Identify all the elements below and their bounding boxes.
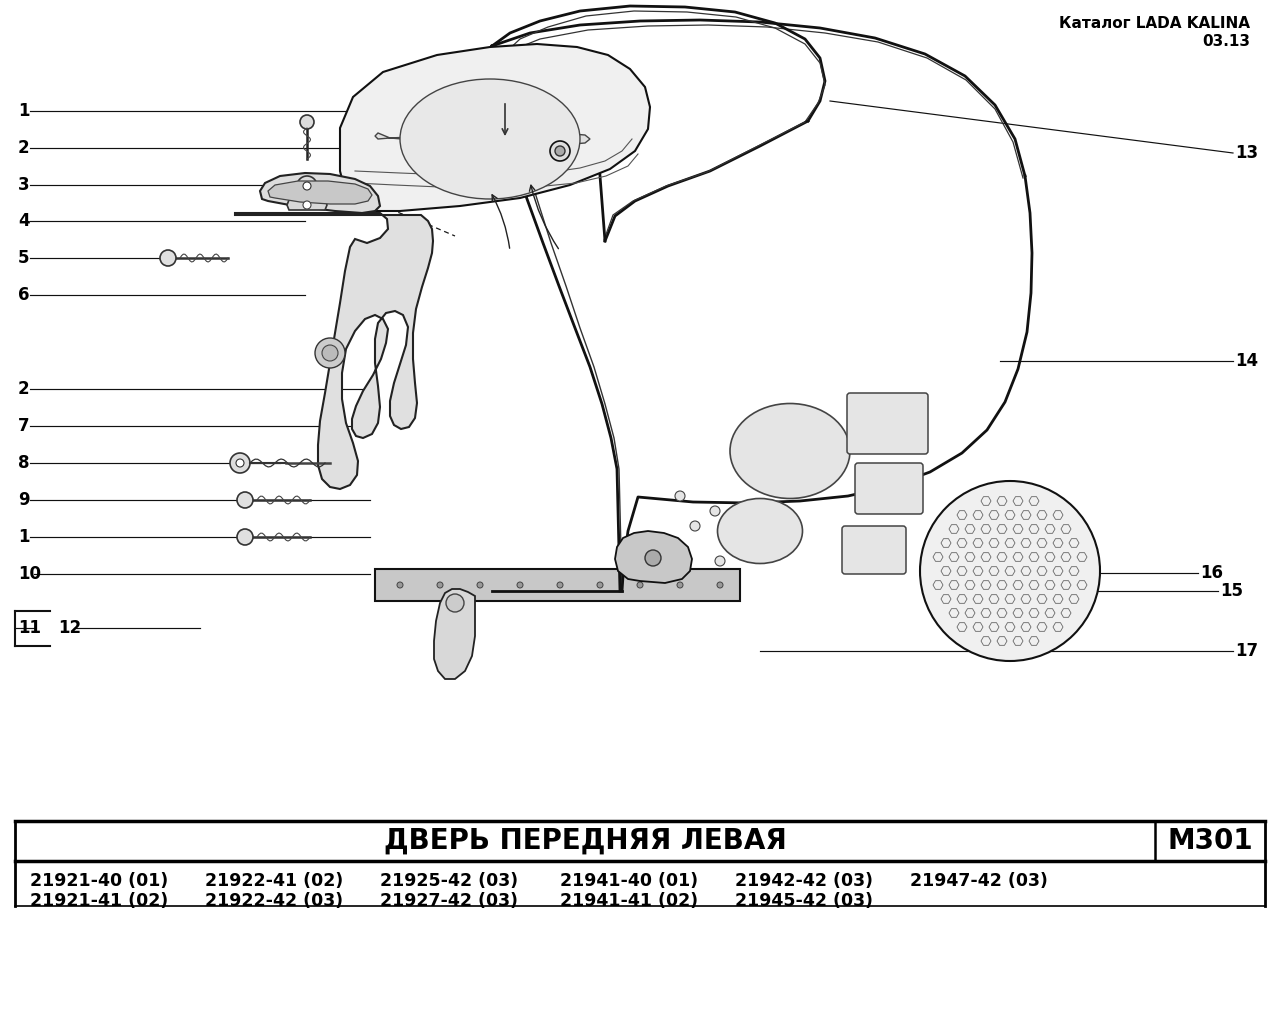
Text: 1: 1 [18,528,29,546]
Text: 21922-41 (02): 21922-41 (02) [205,872,343,890]
Circle shape [445,594,465,612]
Text: 6: 6 [18,286,29,304]
Text: 13: 13 [1235,144,1258,162]
Polygon shape [340,44,650,211]
Text: 2: 2 [18,139,29,157]
Circle shape [920,481,1100,661]
Text: 1: 1 [18,102,29,120]
Text: 2: 2 [18,380,29,398]
Text: 3: 3 [18,176,29,194]
Text: 03.13: 03.13 [1202,34,1251,49]
Circle shape [236,459,244,467]
Text: 21921-40 (01): 21921-40 (01) [29,872,168,890]
Polygon shape [287,200,326,210]
Circle shape [710,506,719,516]
Polygon shape [236,213,433,489]
Text: 16: 16 [1201,564,1222,582]
Text: 4: 4 [18,212,29,230]
Text: 21927-42 (03): 21927-42 (03) [380,892,518,910]
Circle shape [690,521,700,531]
Text: 21921-41 (02): 21921-41 (02) [29,892,168,910]
Text: 12: 12 [58,619,81,637]
Text: 21942-42 (03): 21942-42 (03) [735,872,873,890]
Circle shape [303,182,311,190]
Circle shape [645,550,660,566]
Text: 14: 14 [1235,352,1258,370]
Circle shape [717,582,723,588]
FancyBboxPatch shape [847,393,928,454]
Circle shape [300,115,314,129]
Text: 21947-42 (03): 21947-42 (03) [910,872,1048,890]
Circle shape [550,141,570,161]
Polygon shape [268,181,372,204]
Circle shape [436,582,443,588]
Text: 7: 7 [18,417,29,435]
Circle shape [557,582,563,588]
Circle shape [517,582,524,588]
Circle shape [230,453,250,473]
Circle shape [297,176,317,196]
Circle shape [237,529,253,545]
Text: 21941-41 (02): 21941-41 (02) [561,892,698,910]
Polygon shape [375,133,590,145]
Circle shape [556,146,564,156]
Ellipse shape [718,498,803,564]
Text: 21925-42 (03): 21925-42 (03) [380,872,518,890]
Circle shape [675,491,685,501]
FancyBboxPatch shape [855,463,923,514]
Text: 10: 10 [18,565,41,583]
Polygon shape [614,531,692,583]
Circle shape [677,582,684,588]
Circle shape [637,582,643,588]
Circle shape [477,582,483,588]
Circle shape [716,556,724,566]
Circle shape [237,492,253,508]
Circle shape [323,345,338,361]
Text: 11: 11 [18,619,41,637]
FancyBboxPatch shape [842,526,906,574]
Text: 8: 8 [18,454,29,472]
Polygon shape [422,128,556,154]
Circle shape [596,582,603,588]
Text: Каталог LADA KALINA: Каталог LADA KALINA [1059,16,1251,31]
FancyBboxPatch shape [375,569,740,601]
Circle shape [315,338,346,368]
Ellipse shape [399,79,580,199]
Text: 17: 17 [1235,642,1258,660]
Text: 5: 5 [18,249,29,268]
Circle shape [397,582,403,588]
Polygon shape [260,173,380,213]
Text: 21941-40 (01): 21941-40 (01) [561,872,698,890]
Text: 21945-42 (03): 21945-42 (03) [735,892,873,910]
Polygon shape [434,589,475,679]
Text: 15: 15 [1220,582,1243,600]
Circle shape [303,201,311,209]
Text: 21922-42 (03): 21922-42 (03) [205,892,343,910]
Text: ДВЕРЬ ПЕРЕДНЯЯ ЛЕВАЯ: ДВЕРЬ ПЕРЕДНЯЯ ЛЕВАЯ [384,827,786,855]
Text: 9: 9 [18,491,29,509]
Ellipse shape [730,403,850,498]
Text: М301: М301 [1167,827,1253,855]
Circle shape [160,250,177,266]
